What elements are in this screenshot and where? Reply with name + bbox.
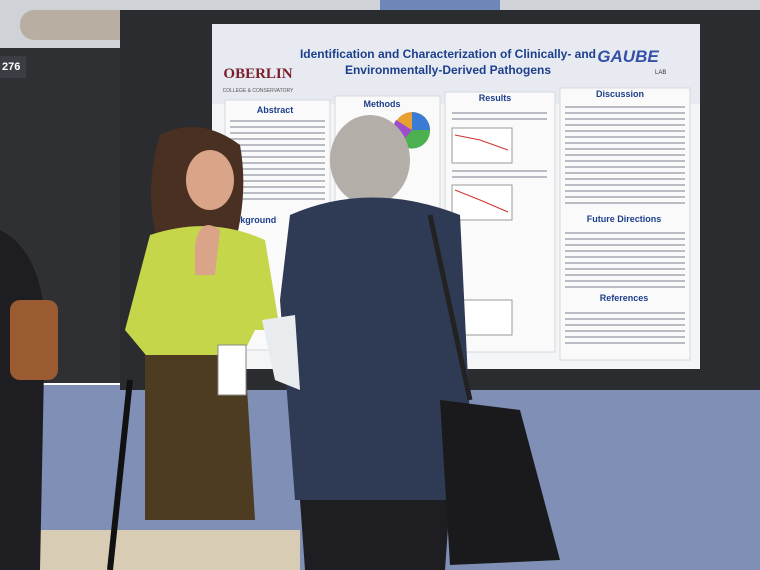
section-heading: Abstract: [257, 105, 294, 115]
easel-leg: [107, 379, 133, 570]
papers: [262, 315, 300, 390]
pie-graphic: [400, 130, 431, 149]
head: [330, 115, 410, 205]
poster-title: Environmentally-Derived Pathogens: [345, 63, 551, 77]
poster-title: Identification and Characterization of C…: [300, 47, 596, 61]
floor-strip: [0, 530, 300, 570]
person-left-edge: [0, 230, 45, 570]
badge: [217, 344, 247, 396]
skirt: [145, 355, 255, 520]
plot-graphic: [451, 184, 513, 221]
section-heading: Discussion: [596, 89, 644, 99]
booth-tag: [0, 56, 26, 78]
plot-graphic: [454, 189, 509, 213]
booth-number: 276: [2, 61, 20, 73]
section-heading: Background: [224, 215, 277, 225]
column: [559, 87, 691, 361]
bag: [10, 300, 58, 380]
lab-logo-sub: LAB: [655, 70, 666, 76]
logo-sub: COLLEGE & CONSERVATORY: [223, 88, 294, 94]
shoulder-bag: [440, 400, 560, 565]
blouse: [125, 226, 280, 360]
section-heading: References: [600, 293, 649, 303]
face: [186, 150, 234, 210]
jacket: [280, 197, 470, 500]
pie-graphic: [412, 112, 430, 130]
logo: OBERLIN: [223, 66, 292, 82]
trousers: [300, 500, 450, 570]
section-heading: Methods: [364, 99, 401, 109]
body-text: [230, 106, 685, 344]
hand: [195, 225, 220, 275]
plot-graphic: [454, 134, 509, 151]
lab-logo: GAUBE: [597, 47, 659, 66]
section-heading: Future Directions: [587, 214, 662, 224]
plot-graphic: [451, 127, 513, 164]
bag-strap: [427, 214, 473, 401]
section-heading: Results: [479, 93, 512, 103]
